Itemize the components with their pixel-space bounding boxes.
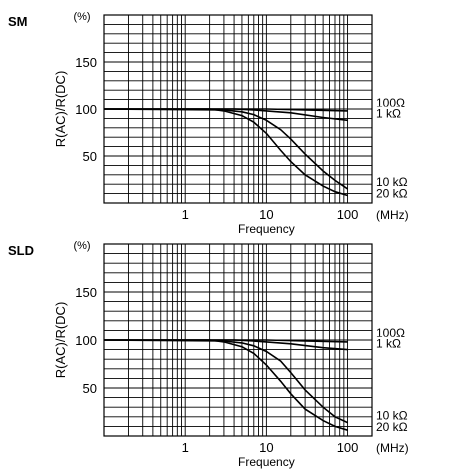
chart-1-series-label-20-kohm: 20 kΩ: [376, 186, 408, 200]
chart-2-y-tick-label-100: 100: [75, 333, 97, 348]
chart-2-series-label-bg-1-kohm: [375, 336, 403, 351]
chart-1-panel: SM (%) 50 100 150 R(AC)/R(DC) 1 10 100 (MHz) Frequ…: [8, 11, 409, 236]
chart-2-series-label-bg-10-kohm: [375, 408, 409, 423]
chart-2-series-10-kohm: [103, 339, 348, 424]
chart-2-x-tick-label-1: 1: [182, 440, 189, 455]
chart-1-series-label-1-kohm: 1 kΩ: [376, 107, 401, 121]
chart-2-title: SLD: [8, 243, 34, 258]
chart-1-y-tick-label-150: 150: [75, 55, 97, 70]
chart-2-series-1-kohm: [104, 339, 348, 351]
chart-1-y-tick-label-50: 50: [83, 149, 97, 164]
chart-1-series-label-bg-10-kohm: [375, 175, 409, 190]
chart-1-y-axis-label: R(AC)/R(DC): [53, 71, 68, 148]
chart-2-series-label-20-kohm: 20 kΩ: [376, 420, 408, 434]
chart-2-x-unit: (MHz): [376, 441, 409, 455]
chart-2-series-label-1-kohm: 1 kΩ: [376, 337, 401, 351]
chart-2-series-label-100ohm: 100Ω: [376, 326, 405, 340]
chart-1-grid-horizontal: [104, 23, 372, 195]
chart-2-series-label-bg-100ohm: [375, 326, 407, 341]
chart-2-y-axis-label: R(AC)/R(DC): [53, 302, 68, 379]
chart-2-x-axis-label: Frequency: [238, 455, 295, 469]
chart-2-x-tick-label-10: 10: [259, 440, 273, 455]
chart-1-x-unit: (MHz): [376, 208, 409, 222]
chart-1-y-tick-label-100: 100: [75, 102, 97, 117]
chart-2-y-tick-label-50: 50: [83, 381, 97, 396]
chart-1-series-label-bg-20-kohm: [375, 186, 409, 201]
chart-1-x-tick-label-10: 10: [259, 207, 273, 222]
chart-1-series-20-kohm: [104, 108, 348, 197]
chart-1-series-10-kohm: [103, 108, 349, 190]
chart-1-series-label-10-kohm: 10 kΩ: [376, 175, 408, 189]
chart-1-x-tick-label-100: 100: [337, 207, 359, 222]
chart-1-y-unit: (%): [73, 11, 90, 23]
chart-1-x-tick-label-1: 1: [182, 207, 189, 222]
chart-2-y-unit: (%): [73, 240, 90, 252]
chart-1-title: SM: [8, 14, 28, 29]
chart-1-series-1-kohm: [104, 108, 348, 122]
chart-1-x-axis-label: Frequency: [238, 222, 295, 236]
chart-1-series-label-bg-1-kohm: [375, 106, 403, 121]
chart-2-series-20-kohm: [104, 339, 348, 431]
chart-2-grid-horizontal: [104, 253, 372, 427]
chart-2-series-label-bg-20-kohm: [375, 420, 409, 435]
chart-2-panel: SLD (%) 50 100 150 R(AC)/R(DC) 1 10 100 (MHz) Freq…: [8, 240, 409, 469]
chart-2-series-label-10-kohm: 10 kΩ: [376, 409, 408, 423]
chart-2-x-tick-label-100: 100: [337, 440, 359, 455]
chart-2-y-tick-label-150: 150: [75, 285, 97, 300]
